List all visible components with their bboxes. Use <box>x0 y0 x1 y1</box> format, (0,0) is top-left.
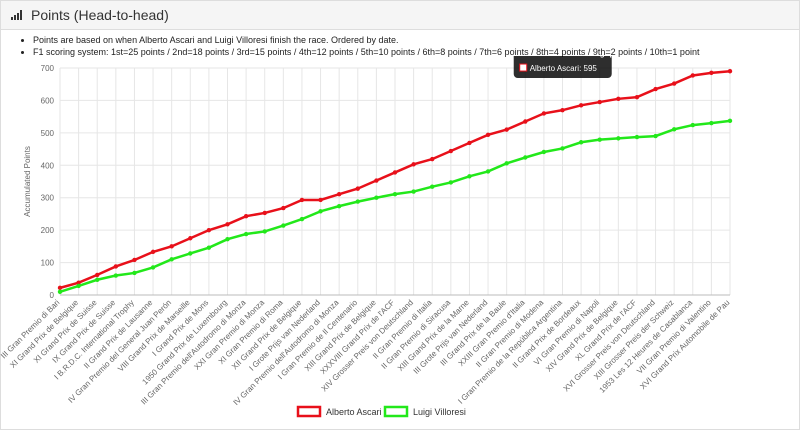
point <box>95 272 100 278</box>
point <box>523 155 528 160</box>
point <box>299 197 305 203</box>
point <box>597 137 602 142</box>
point <box>709 70 714 76</box>
point <box>690 122 695 128</box>
point <box>355 186 360 191</box>
point <box>150 249 156 255</box>
point <box>467 140 472 146</box>
point <box>188 251 193 256</box>
point <box>113 264 119 269</box>
point <box>709 120 714 126</box>
point <box>281 223 286 228</box>
y-tick-label: 100 <box>41 259 55 268</box>
point <box>243 213 249 219</box>
y-tick-label: 500 <box>41 129 55 138</box>
point <box>76 280 81 285</box>
point <box>169 257 174 262</box>
panel-header: Points (Head-to-head) <box>1 1 799 30</box>
point <box>430 156 435 162</box>
y-tick-label: 600 <box>41 96 55 105</box>
point <box>57 289 63 294</box>
point <box>225 222 230 227</box>
note: F1 scoring system: 1st=25 points / 2nd=1… <box>33 46 799 58</box>
point <box>541 111 547 116</box>
point <box>653 86 658 92</box>
panel-title: Points (Head-to-head) <box>31 7 169 23</box>
point <box>150 265 156 270</box>
point <box>578 103 584 108</box>
point <box>560 107 565 113</box>
point <box>262 229 267 234</box>
point <box>485 169 491 174</box>
point <box>578 140 584 145</box>
point <box>225 237 230 242</box>
point <box>95 277 100 282</box>
point <box>392 170 398 175</box>
point <box>132 257 137 263</box>
point <box>411 189 416 194</box>
point <box>113 273 119 278</box>
point <box>467 174 472 179</box>
point <box>616 96 621 102</box>
point <box>57 285 63 291</box>
icon <box>11 10 22 20</box>
point <box>318 197 323 203</box>
point <box>541 149 547 155</box>
tooltip-swatch <box>519 63 528 72</box>
point <box>374 195 379 200</box>
point <box>206 227 212 233</box>
legend-swatch <box>383 405 409 418</box>
point <box>690 73 695 78</box>
point <box>392 191 398 197</box>
point <box>188 236 193 241</box>
point <box>634 134 640 140</box>
point <box>727 69 733 74</box>
point <box>430 184 435 189</box>
y-axis-title: Accumulated Points <box>23 146 32 217</box>
y-tick-label: 0 <box>50 291 55 300</box>
legend-label: Alberto Ascari <box>326 407 382 417</box>
point <box>560 146 565 151</box>
point <box>76 283 81 289</box>
point <box>616 136 621 141</box>
point <box>523 119 528 124</box>
point <box>262 210 267 216</box>
point <box>504 161 509 166</box>
point <box>727 118 733 124</box>
point <box>355 199 360 204</box>
legend-swatch <box>296 405 322 418</box>
point <box>653 133 658 139</box>
point <box>411 162 416 167</box>
point <box>132 270 137 276</box>
point <box>671 81 677 86</box>
point <box>281 205 286 211</box>
point <box>169 244 174 249</box>
point <box>671 127 677 132</box>
point <box>206 245 212 250</box>
legend-label: Luigi Villoresi <box>413 407 466 417</box>
point <box>597 99 602 105</box>
note: Points are based on when Alberto Ascari … <box>33 34 799 46</box>
notes: Points are based on when Alberto Ascari … <box>1 34 799 58</box>
point <box>318 209 323 214</box>
point <box>504 127 509 132</box>
point <box>336 203 342 209</box>
point <box>634 94 640 100</box>
point <box>374 178 379 183</box>
tooltip-title: XV Grand Prix de Belgique <box>520 56 622 58</box>
point <box>243 231 249 237</box>
point <box>448 148 454 154</box>
point <box>448 180 454 185</box>
y-tick-label: 300 <box>41 194 55 203</box>
tooltip-box <box>513 56 612 79</box>
point <box>485 132 491 138</box>
y-tick-label: 400 <box>41 161 55 170</box>
point <box>299 216 305 222</box>
y-tick-label: 700 <box>41 64 55 73</box>
point <box>336 191 342 197</box>
tooltip-label: Alberto Ascari: 595 <box>530 64 598 73</box>
y-tick-label: 200 <box>41 226 55 235</box>
